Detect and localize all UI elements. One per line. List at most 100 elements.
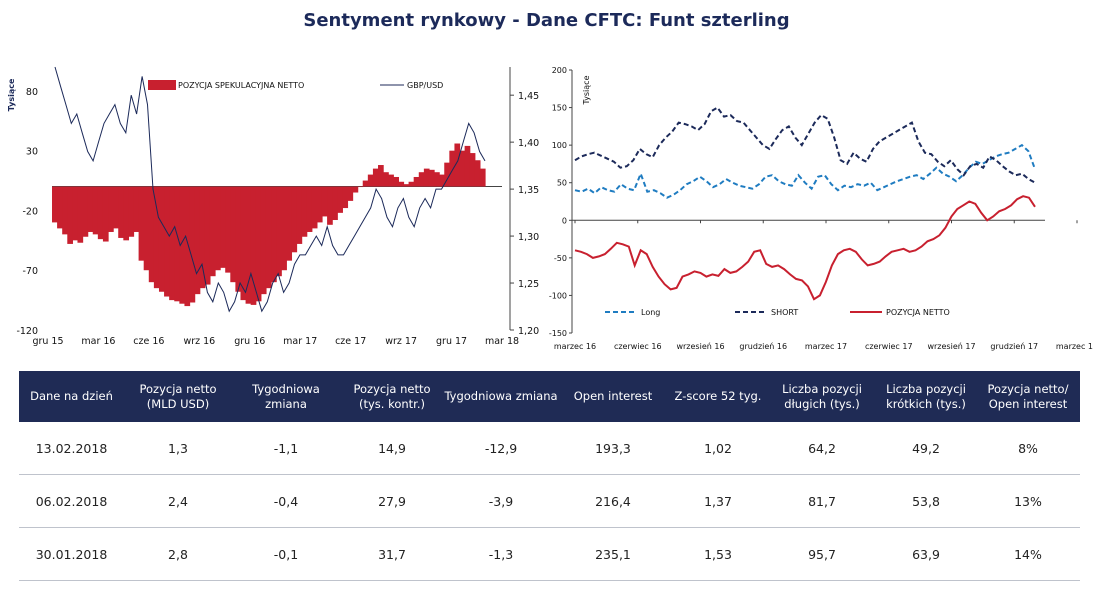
right-chart: 200 150 100 50 0 -50 -100 -150 Tysiące marzec 16 c… [549, 66, 1093, 351]
net-position-bar [52, 186, 58, 223]
table-cell: 8% [1018, 440, 1038, 456]
table-cell: 27,9 [378, 493, 406, 509]
net-position-bar [260, 186, 267, 295]
net-position-bar [199, 186, 206, 289]
x-tick-label: grudzień 16 [739, 342, 787, 351]
net-position-bar [108, 186, 114, 232]
net-position-bar [413, 176, 420, 187]
net-position-bar [118, 186, 124, 238]
net-position-bar [301, 186, 308, 237]
table-cell: -1,1 [273, 440, 299, 456]
table-cell: 13.02.2018 [35, 440, 108, 456]
net-position-bar [179, 186, 186, 304]
net-position-bar [454, 143, 461, 187]
table-row: 06.02.2018 2,4 -0,4 27,9 -3,9 216,4 1,37 81,7 53… [19, 475, 1080, 528]
x-tick-label: marzec 16 [554, 342, 596, 351]
table-header-row: Dane na dzień Pozycja netto (MLD USD) Ty… [19, 371, 1080, 422]
table-cell: 216,4 [595, 493, 631, 509]
net-position-bar [388, 174, 394, 187]
table-cell: -0,1 [273, 546, 299, 562]
table-cell: 63,9 [912, 546, 940, 562]
net-position-bar [444, 162, 450, 187]
net-position-bar [57, 186, 63, 229]
legend-bar-swatch [148, 80, 176, 90]
net-position-bar [362, 180, 369, 187]
y2-tick-label: 1,30 [518, 232, 539, 243]
table-cell: 235,1 [595, 546, 631, 562]
legend-long: Long [641, 308, 660, 317]
net-position-bar [255, 186, 262, 302]
table-cell: 64,2 [808, 440, 836, 456]
net-position-bar [434, 172, 440, 187]
x-tick-label: marzec 18 [1056, 342, 1093, 351]
header-cell: Z-score 52 tyg. [674, 389, 762, 403]
net-position-bar [235, 186, 242, 292]
y-axis-label: Tysiące [7, 78, 16, 111]
x-tick-label: wrzesień 16 [676, 342, 724, 351]
net-position-bar [153, 186, 160, 289]
net-position-bar [204, 186, 211, 285]
table-cell: -0,4 [273, 493, 299, 509]
net-position-bar [169, 186, 175, 301]
header-cell: Tygodniowa zmiana [252, 381, 320, 411]
x-tick-label: wrzesień 17 [927, 342, 975, 351]
net-position-bar [113, 186, 119, 229]
header-cell: Pozycja netto (tys. kontr.) [353, 381, 431, 411]
y-tick-label: -120 [16, 326, 38, 337]
header-cell: Dane na dzień [30, 389, 113, 403]
net-position-bar [265, 186, 272, 289]
net-position-bar [347, 186, 354, 201]
y-tick-label: 200 [552, 66, 567, 75]
net-position-bar [449, 150, 456, 187]
net-position-bar [367, 174, 374, 187]
net-position-line [574, 195, 1036, 301]
net-position-bar [189, 186, 196, 303]
net-position-bar [138, 186, 145, 261]
net-position-bar [337, 186, 343, 213]
net-position-bar [372, 168, 379, 187]
net-position-bar [184, 186, 191, 307]
header-cell: Liczba pozycji krótkich (tys.) [886, 381, 966, 411]
net-position-bar [342, 186, 349, 209]
net-position-bar [92, 186, 99, 235]
net-position-bar [383, 172, 389, 187]
y2-tick-label: 1,35 [518, 185, 539, 196]
legend-net-position: POZYCJA SPEKULACYJNA NETTO [178, 81, 304, 90]
table-cell: 95,7 [808, 546, 836, 562]
x-tick-label: marzec 17 [805, 342, 847, 351]
table-cell: 31,7 [378, 546, 406, 562]
x-tick-label: gru 16 [234, 336, 265, 347]
net-position-bar [276, 186, 282, 277]
x-tick-label: mar 16 [81, 336, 115, 347]
table-cell: 2,8 [168, 546, 188, 562]
net-position-bar [306, 186, 313, 232]
net-position-bar [327, 186, 333, 225]
net-position-bar [474, 160, 481, 187]
net-position-bar [439, 174, 445, 187]
y2-tick-label: 1,25 [518, 279, 539, 290]
net-position-bar [403, 184, 410, 187]
x-tick-label: mar 17 [283, 336, 317, 347]
cftc-table: Dane na dzień Pozycja netto (MLD USD) Ty… [19, 371, 1080, 581]
table-cell: 1,02 [704, 440, 732, 456]
net-position-bar [423, 168, 430, 187]
legend-gbpusd: GBP/USD [407, 81, 443, 90]
header-cell: Liczba pozycji długich (tys.) [782, 381, 862, 411]
table-row: 30.01.2018 2,8 -0,1 31,7 -1,3 235,1 1,53 95,7 63… [19, 528, 1080, 581]
y-tick-label: -100 [549, 291, 567, 300]
net-position-bar [209, 186, 216, 277]
y2-tick-label: 1,20 [518, 326, 539, 337]
table-cell: -3,9 [488, 493, 514, 509]
net-position-bar [143, 186, 150, 271]
net-position-bar [230, 186, 236, 283]
y-tick-label: 0 [562, 216, 567, 225]
y-tick-label: 150 [552, 104, 567, 113]
x-tick-label: wrz 17 [385, 336, 417, 347]
net-position-bar [281, 186, 287, 271]
table-cell: 30.01.2018 [35, 546, 108, 562]
net-position-bar [164, 186, 170, 297]
net-position-bar [271, 186, 277, 283]
net-position-bar [469, 153, 476, 187]
net-position-bar [215, 186, 221, 271]
net-position-bar [332, 186, 338, 221]
